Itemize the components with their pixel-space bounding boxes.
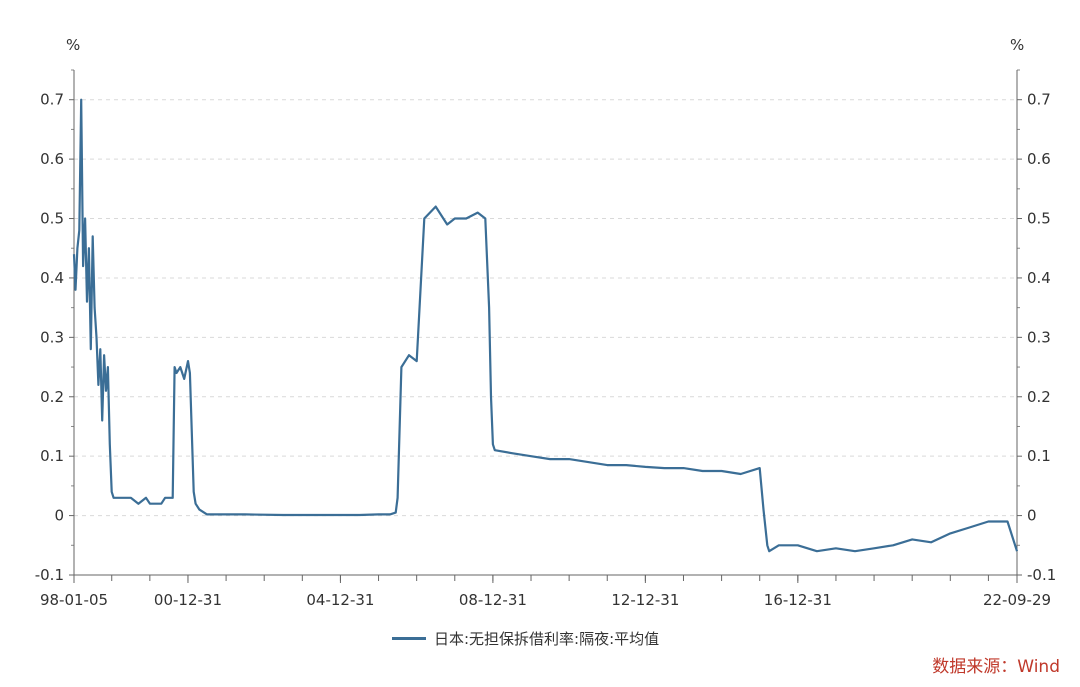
x-tick-label: 08-12-31: [459, 591, 527, 609]
y-tick-label-left: 0: [54, 507, 64, 525]
line-chart: % % 0.7 0.6 0.5 0.4 0.3 0.2 0.1 0 -0.1 0.7 0.6 0.5…: [35, 36, 1057, 609]
series-line: [72, 98, 1019, 553]
y-tick-label-right: 0.2: [1027, 388, 1051, 406]
source-note: 数据来源：Wind: [932, 657, 1060, 677]
x-tick-label: 00-12-31: [154, 591, 222, 609]
y-tick-label-right: 0.5: [1027, 210, 1051, 228]
y-tick-label-right: 0.1: [1027, 447, 1051, 465]
y-tick-label-left: 0.4: [40, 269, 64, 287]
y-tick-label-left: 0.6: [40, 150, 64, 168]
x-tick-label: 16-12-31: [764, 591, 832, 609]
legend-label: 日本:无担保拆借利率:隔夜:平均值: [434, 630, 660, 648]
y-tick-label-right: 0: [1027, 507, 1037, 525]
x-tick-label: 04-12-31: [306, 591, 374, 609]
y-tick-label-right: 0.3: [1027, 328, 1051, 346]
x-tick-label: 22-09-29: [983, 591, 1051, 609]
y-tick-label-right: 0.4: [1027, 269, 1051, 287]
y-tick-label-left: 0.2: [40, 388, 64, 406]
y-axis-left: 0.7 0.6 0.5 0.4 0.3 0.2 0.1 0 -0.1: [35, 91, 64, 584]
right-unit-label: %: [1010, 36, 1024, 54]
y-tick-label-right: 0.7: [1027, 91, 1051, 109]
y-axis-right: 0.7 0.6 0.5 0.4 0.3 0.2 0.1 0 -0.1: [1027, 91, 1056, 584]
y-tick-label-left: -0.1: [35, 566, 64, 584]
y-tick-label-right: -0.1: [1027, 566, 1056, 584]
x-tick-label: 12-12-31: [611, 591, 679, 609]
y-tick-label-left: 0.3: [40, 328, 64, 346]
legend-swatch: [392, 637, 426, 640]
x-tick-label: 98-01-05: [40, 591, 108, 609]
y-tick-label-left: 0.7: [40, 91, 64, 109]
left-unit-label: %: [66, 36, 80, 54]
y-tick-label-left: 0.5: [40, 210, 64, 228]
x-axis: 98-01-05 00-12-31 04-12-31 08-12-31 12-12-31…: [40, 591, 1051, 609]
y-tick-label-right: 0.6: [1027, 150, 1051, 168]
legend: 日本:无担保拆借利率:隔夜:平均值: [392, 628, 659, 649]
grid-lines: [74, 99, 1017, 576]
axes: [69, 69, 1022, 583]
y-tick-label-left: 0.1: [40, 447, 64, 465]
